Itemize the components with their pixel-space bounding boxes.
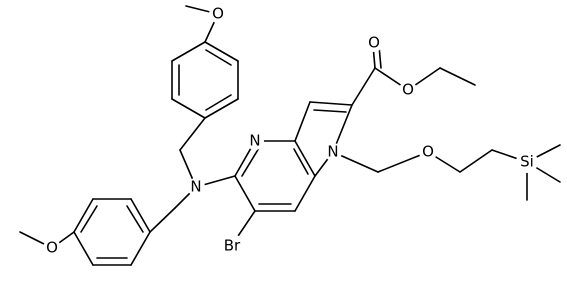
atom-label: N (327, 143, 338, 161)
atom-label: O (46, 239, 58, 257)
atom-label: O (212, 5, 224, 23)
atom-label: O (402, 81, 414, 99)
atom-label: Si (520, 153, 534, 171)
atom-labels: O O N N N Br O O O Si (43, 5, 538, 258)
atom-label: O (422, 143, 434, 161)
bonds (19, 5, 561, 266)
atom-label: N (249, 132, 260, 150)
atom-label: Br (224, 237, 241, 255)
atom-label: N (190, 178, 201, 196)
atom-label: O (368, 34, 380, 52)
